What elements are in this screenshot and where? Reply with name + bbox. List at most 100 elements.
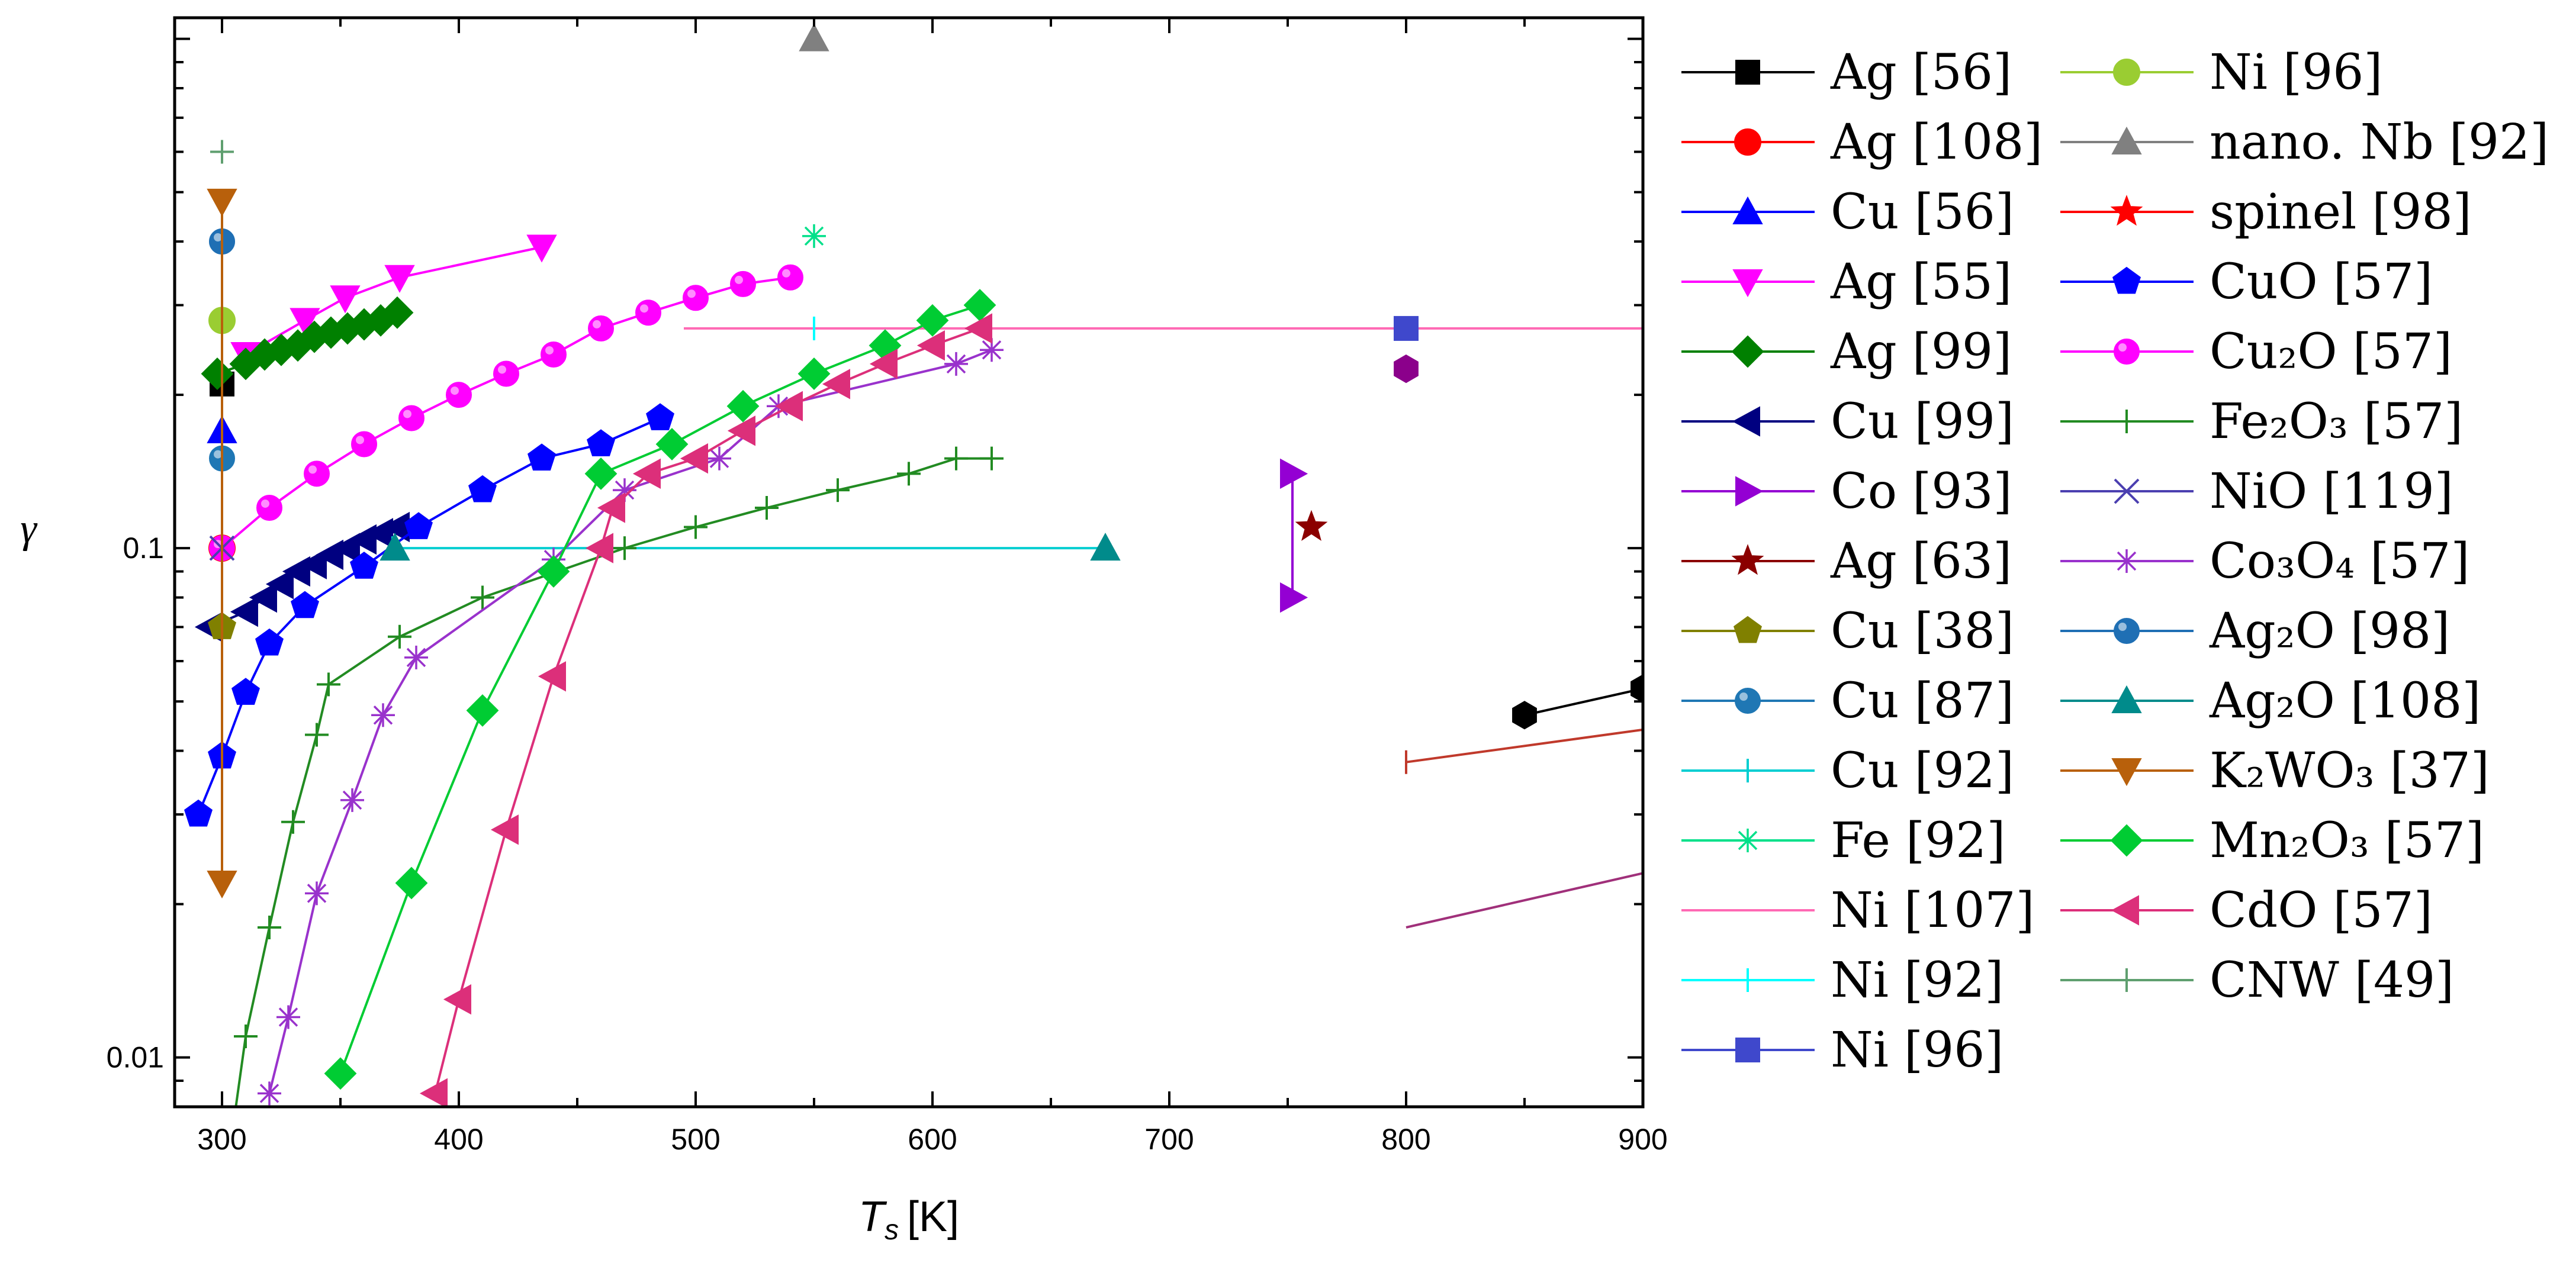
- marker-highlight: [261, 499, 269, 508]
- marker-highlight: [1739, 692, 1748, 701]
- series-ag2o-108-: [380, 533, 1121, 561]
- legend-label: Cu [56]: [1831, 184, 2014, 240]
- legend-label: Mn₂O₃ [57]: [2210, 813, 2484, 869]
- data-point: [980, 338, 1004, 362]
- data-point: [755, 495, 779, 520]
- data-point: [258, 915, 281, 939]
- series-line: [1406, 872, 1643, 929]
- legend-entry: nano. Nb [92]: [2060, 114, 2549, 170]
- data-point: [2114, 478, 2140, 504]
- legend-entry: Co₃O₄ [57]: [2060, 533, 2469, 589]
- data-point: [443, 984, 471, 1015]
- legend-entry: Ag₂O [98]: [2060, 603, 2450, 659]
- legend-entry: Ag₂O [108]: [2060, 673, 2481, 729]
- data-point: [613, 478, 636, 502]
- data-point: [1731, 335, 1764, 368]
- y-axis-title: γ: [20, 506, 38, 552]
- legend-entry: Ag [55]: [1681, 254, 2012, 310]
- data-point: [1732, 269, 1763, 298]
- data-point: [1733, 616, 1763, 643]
- data-point: [944, 352, 968, 376]
- data-point: [822, 369, 850, 400]
- legend-label: Co₃O₄ [57]: [2210, 533, 2469, 589]
- x-tick-label: 400: [434, 1123, 483, 1156]
- data-point: [265, 569, 294, 600]
- legend-label: K₂WO₃ [37]: [2210, 743, 2490, 799]
- legend-label: Cu [38]: [1831, 603, 2014, 659]
- data-point: [684, 515, 707, 539]
- legend-entry: Cu₂O [57]: [2060, 324, 2452, 380]
- data-point: [683, 285, 709, 311]
- data-point: [799, 23, 829, 51]
- data-point: [537, 555, 570, 588]
- data-point: [538, 661, 566, 692]
- data-point: [588, 315, 614, 342]
- marker-highlight: [498, 365, 506, 374]
- marker-highlight: [2118, 623, 2127, 631]
- data-point: [2115, 410, 2138, 433]
- marker-highlight: [403, 410, 411, 418]
- data-point: [777, 264, 803, 291]
- data-point: [897, 462, 921, 486]
- legend-entry: Co [93]: [1681, 463, 2012, 520]
- data-point: [2111, 685, 2142, 713]
- data-point: [210, 140, 234, 164]
- legend-label: Ag₂O [98]: [2209, 603, 2450, 659]
- data-point: [916, 330, 945, 361]
- data-point: [1394, 315, 1419, 341]
- data-point: [395, 866, 428, 900]
- data-point: [2111, 126, 2142, 154]
- series-extra-pink-line: [1406, 872, 1643, 929]
- series-mn2o3-57-: [324, 289, 996, 1090]
- legend-label: Ag₂O [108]: [2209, 673, 2481, 729]
- data-point: [597, 492, 625, 523]
- data-point: [797, 357, 831, 390]
- data-point: [230, 596, 258, 627]
- data-point: [1731, 544, 1764, 575]
- series-cu-92-: [391, 536, 1107, 560]
- data-point: [707, 446, 731, 471]
- data-point: [207, 188, 237, 217]
- data-point: [2112, 266, 2141, 294]
- data-point: [727, 415, 755, 446]
- data-point: [1736, 829, 1760, 852]
- x-tick-label: 900: [1618, 1123, 1667, 1156]
- data-point: [1735, 1038, 1760, 1062]
- legend-label: Ag [55]: [1830, 254, 2012, 310]
- legend-entry: Cu [92]: [1681, 743, 2014, 799]
- data-point: [2111, 895, 2139, 926]
- series-fe2o3-57-: [234, 446, 1004, 1107]
- series-ag-55-: [230, 234, 557, 371]
- data-point: [256, 494, 282, 521]
- data-point: [2115, 549, 2138, 573]
- data-point: [398, 405, 424, 431]
- marker-highlight: [687, 289, 696, 298]
- data-point: [584, 457, 618, 490]
- marker-highlight: [2118, 343, 2127, 352]
- marker-highlight: [640, 304, 648, 313]
- data-point: [255, 628, 284, 656]
- series-extra-red-line: [1405, 717, 1643, 774]
- data-point: [1735, 688, 1761, 714]
- series-line: [434, 327, 980, 1094]
- data-point: [381, 296, 414, 329]
- legend-entry: Ni [96]: [2060, 44, 2382, 101]
- x-tick-label: 300: [197, 1123, 246, 1156]
- x-tick-label: 600: [908, 1123, 957, 1156]
- legend-entry: Cu [87]: [1681, 673, 2014, 729]
- data-point: [184, 799, 213, 827]
- legend-entry: CNW [49]: [2060, 952, 2454, 1009]
- legend-entry: Fe [92]: [1681, 813, 2005, 869]
- data-point: [2114, 618, 2140, 644]
- legend-label: Ag [63]: [1830, 533, 2012, 589]
- x-axis-title-subscript: s: [885, 1215, 899, 1246]
- data-point: [944, 446, 968, 471]
- data-point: [290, 308, 320, 336]
- series-ag-63-: [1295, 510, 1328, 541]
- data-point: [234, 1024, 258, 1048]
- data-point: [330, 285, 361, 314]
- legend-entry: Ni [107]: [1681, 882, 2035, 939]
- legend-label: Fe [92]: [1831, 813, 2005, 869]
- data-point: [826, 478, 850, 502]
